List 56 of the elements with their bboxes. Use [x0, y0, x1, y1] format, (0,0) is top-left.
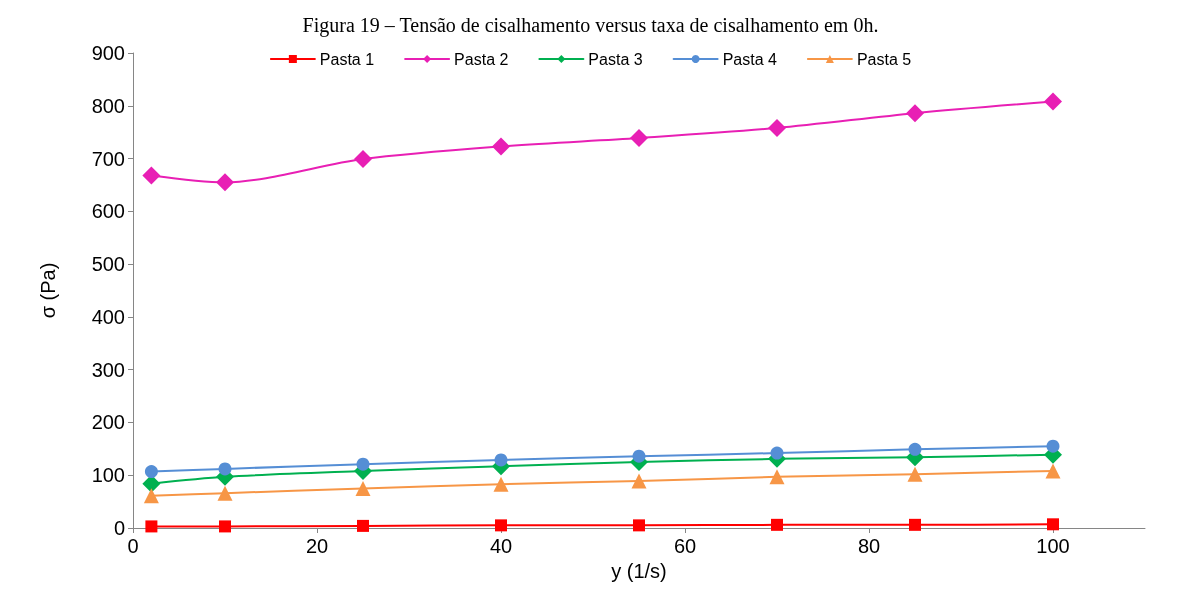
legend-label: Pasta 1 [319, 50, 375, 68]
point [355, 480, 371, 496]
point [633, 519, 645, 532]
y-axis-title: σ (Pa) [37, 262, 59, 319]
legend-label: Pasta 3 [588, 50, 643, 68]
point [145, 520, 158, 533]
point [354, 150, 372, 169]
point [906, 104, 924, 123]
point [357, 519, 369, 532]
point [493, 476, 509, 492]
point [216, 173, 234, 192]
x-tick-label: 40 [489, 535, 513, 557]
point [1046, 439, 1060, 453]
point [218, 462, 232, 476]
x-axis-title: y (1/s) [611, 559, 667, 582]
point [219, 520, 231, 533]
point [632, 449, 646, 463]
point [144, 465, 158, 479]
legend-label: Pasta 4 [722, 50, 777, 68]
y-tick-label: 0 [113, 517, 125, 539]
point [1045, 463, 1061, 479]
point [631, 473, 647, 489]
x-tick-label: 100 [1036, 535, 1070, 557]
point [1044, 92, 1062, 111]
point [768, 118, 786, 137]
y-tick-label: 600 [91, 200, 125, 223]
x-tick-label: 0 [127, 535, 139, 557]
x-tick-label: 60 [673, 535, 697, 557]
y-tick-label: 800 [91, 94, 125, 117]
legend-label: Pasta 2 [454, 50, 509, 68]
point [769, 469, 785, 485]
y-tick-label: 500 [91, 253, 125, 276]
point [907, 466, 923, 482]
legend-label: Pasta 5 [856, 50, 912, 68]
point [494, 453, 508, 467]
y-tick-label: 400 [91, 305, 125, 328]
point [1047, 518, 1059, 531]
point [630, 128, 648, 147]
point [908, 442, 922, 456]
y-tick-label: 700 [91, 147, 125, 170]
y-tick-label: 100 [91, 464, 125, 487]
x-tick-label: 20 [305, 535, 329, 557]
point [143, 488, 159, 504]
point [770, 446, 784, 460]
point [909, 518, 921, 531]
point [771, 518, 783, 531]
y-tick-label: 900 [91, 42, 125, 64]
point [142, 166, 161, 185]
point [217, 485, 233, 501]
chart-title: Figura 19 – Tensão de cisalhamento versus taxa de cisalhamento em 0h. [302, 14, 879, 37]
x-tick-label: 80 [857, 535, 881, 557]
point [492, 137, 510, 156]
point [356, 457, 370, 471]
y-tick-label: 300 [91, 358, 125, 381]
point [495, 519, 507, 532]
y-tick-label: 200 [91, 411, 125, 434]
